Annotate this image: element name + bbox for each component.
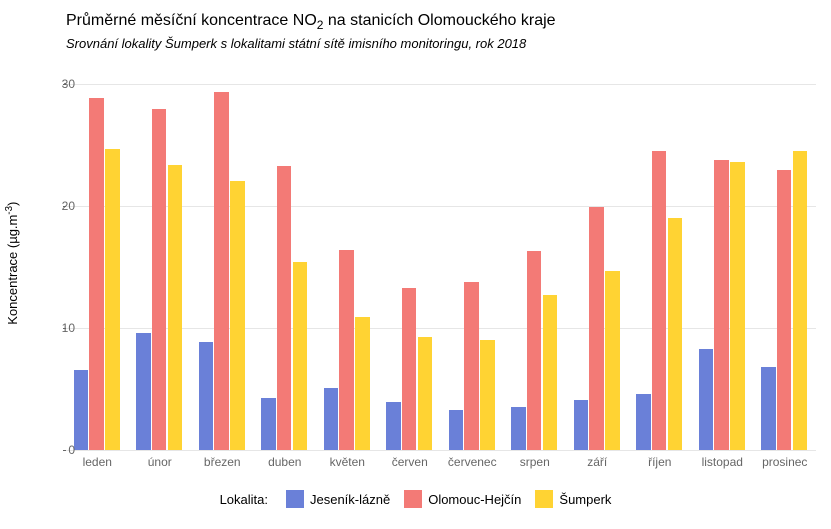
bar	[261, 398, 276, 450]
legend-label: Olomouc-Hejčín	[428, 492, 521, 507]
bar	[761, 367, 776, 450]
x-tick-label: říjen	[648, 455, 671, 469]
x-tick-label: listopad	[702, 455, 743, 469]
x-tick-label: duben	[268, 455, 301, 469]
legend-label: Jeseník-lázně	[310, 492, 390, 507]
bar	[324, 388, 339, 450]
ylabel-suffix: )	[5, 202, 20, 206]
bar	[574, 400, 589, 450]
chart-subtitle: Srovnání lokality Šumperk s lokalitami s…	[66, 36, 526, 51]
legend-item: Šumperk	[535, 490, 611, 508]
legend-items: Jeseník-lázně Olomouc-Hejčín Šumperk	[286, 490, 611, 508]
gridline	[66, 450, 816, 451]
y-tick-label: 0	[68, 443, 75, 457]
bar	[730, 162, 745, 450]
bar	[136, 333, 151, 450]
x-tick-label: leden	[83, 455, 112, 469]
bar	[777, 170, 792, 450]
chart-title: Průměrné měsíční koncentrace NO2 na stan…	[66, 12, 556, 32]
legend-item: Jeseník-lázně	[286, 490, 390, 508]
bar	[449, 410, 464, 450]
y-tick-mark	[63, 450, 66, 451]
bar	[480, 340, 495, 450]
bar	[277, 166, 292, 450]
y-tick-mark	[63, 328, 66, 329]
bar	[589, 207, 604, 450]
bar	[793, 151, 808, 450]
bars	[66, 60, 816, 450]
legend-item: Olomouc-Hejčín	[404, 490, 521, 508]
x-tick-label: červen	[392, 455, 428, 469]
legend-swatch	[404, 490, 422, 508]
bar	[152, 109, 167, 450]
bar	[714, 160, 729, 450]
bar	[74, 370, 89, 450]
chart: Průměrné měsíční koncentrace NO2 na stan…	[0, 0, 831, 529]
ylabel-sup: -3	[4, 206, 15, 215]
x-tick-label: únor	[148, 455, 172, 469]
x-tick-label: červenec	[448, 455, 497, 469]
y-tick-mark	[63, 206, 66, 207]
bar	[699, 349, 714, 450]
ylabel-prefix: Koncentrace (µg.m	[5, 215, 20, 325]
bar	[230, 181, 245, 450]
bar	[105, 149, 120, 450]
x-tick-label: srpen	[520, 455, 550, 469]
bar	[511, 407, 526, 450]
bar	[636, 394, 651, 450]
x-tick-label: prosinec	[762, 455, 807, 469]
title-suffix: na stanicích Olomouckého kraje	[323, 12, 555, 29]
bar	[543, 295, 558, 450]
y-axis-label: Koncentrace (µg.m-3)	[4, 202, 20, 325]
legend-title: Lokalita:	[220, 492, 268, 507]
bar	[89, 98, 104, 450]
bar	[464, 282, 479, 450]
bar	[214, 92, 229, 450]
bar	[339, 250, 354, 450]
legend: Lokalita: Jeseník-lázně Olomouc-Hejčín Šum…	[0, 490, 831, 508]
bar	[605, 271, 620, 450]
y-tick-mark	[63, 84, 66, 85]
bar	[293, 262, 308, 450]
bar	[402, 288, 417, 450]
bar	[418, 337, 433, 450]
bar	[386, 402, 401, 450]
bar	[199, 342, 214, 450]
bar	[527, 251, 542, 450]
legend-label: Šumperk	[559, 492, 611, 507]
x-tick-label: květen	[330, 455, 365, 469]
bar	[168, 165, 183, 450]
bar	[652, 151, 667, 450]
legend-swatch	[286, 490, 304, 508]
x-tick-label: březen	[204, 455, 241, 469]
plot-area	[66, 60, 816, 450]
bar	[355, 317, 370, 450]
x-tick-label: září	[587, 455, 607, 469]
legend-swatch	[535, 490, 553, 508]
title-prefix: Průměrné měsíční koncentrace NO	[66, 12, 317, 29]
bar	[668, 218, 683, 450]
